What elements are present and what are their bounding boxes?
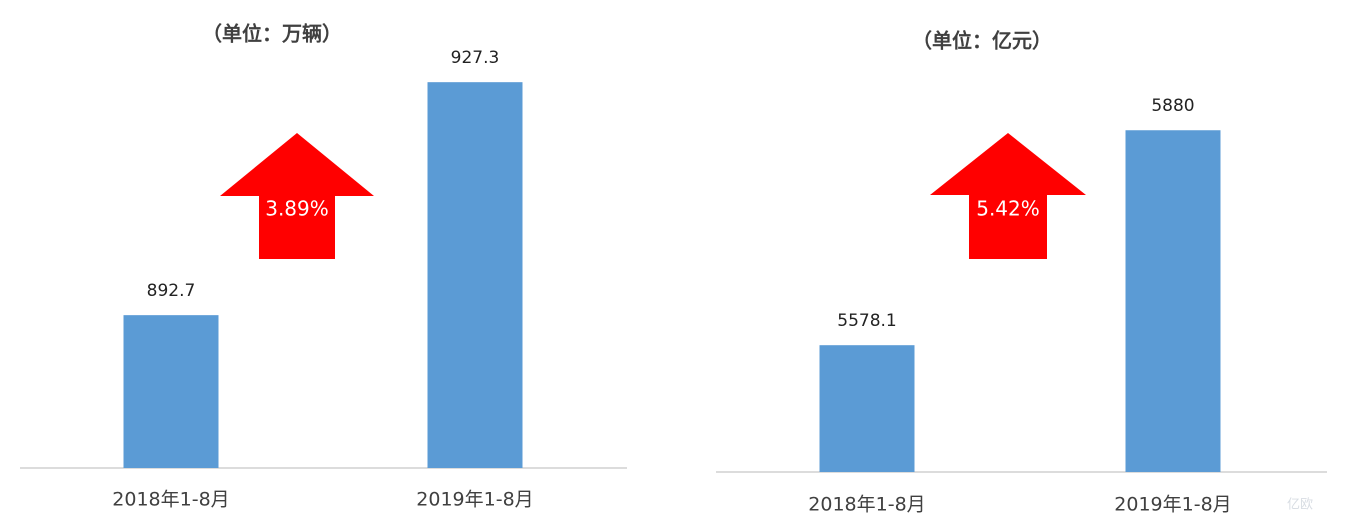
bar xyxy=(819,345,915,472)
value-label: 892.7 xyxy=(147,281,196,301)
annotation: 5.42% xyxy=(976,197,1040,221)
annotation: 3.89% xyxy=(265,197,329,221)
arrow xyxy=(930,133,1086,259)
bar xyxy=(123,315,219,468)
watermark: 亿欧 xyxy=(1287,498,1313,513)
value-label: 927.3 xyxy=(451,48,500,68)
x-tick-label: 2019年1-8月 xyxy=(1114,494,1231,516)
value-label: 5578.1 xyxy=(837,311,896,331)
x-tick-label: 2019年1-8月 xyxy=(416,489,533,511)
bar xyxy=(1125,130,1221,473)
bar xyxy=(427,82,523,469)
arrow xyxy=(220,133,374,259)
chart-title: （单位：亿元） xyxy=(912,29,1052,53)
chart-title: （单位：万辆） xyxy=(202,22,342,46)
x-tick-label: 2018年1-8月 xyxy=(112,489,229,511)
x-tick-label: 2018年1-8月 xyxy=(808,494,925,516)
value-label: 5880 xyxy=(1151,96,1194,116)
